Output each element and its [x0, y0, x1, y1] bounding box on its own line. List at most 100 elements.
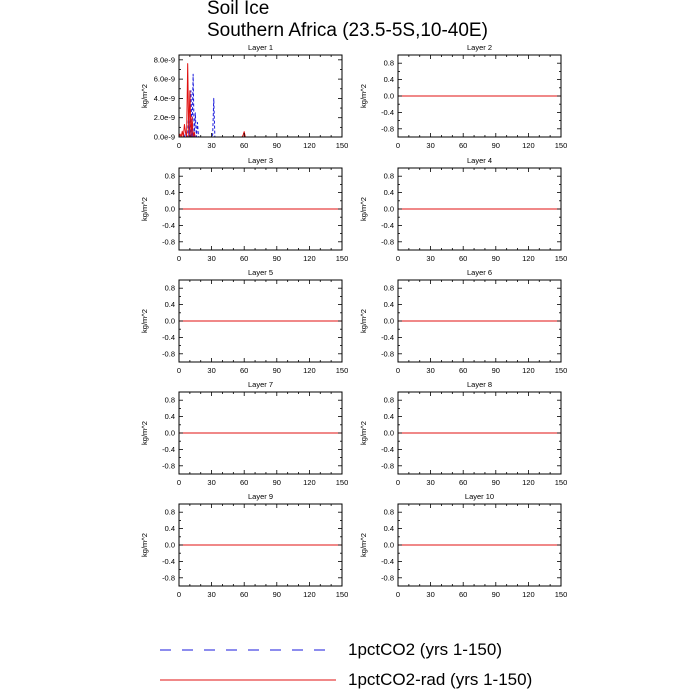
x-tick-label: 0 — [177, 366, 181, 375]
x-tick-label: 30 — [426, 141, 434, 150]
x-tick-label: 0 — [177, 590, 181, 599]
x-tick-label: 60 — [459, 254, 467, 263]
chart-panel-7: Layer 7 kg/m^2 0 30 60 90 120 150 -0.8 -0.4 0.0 0.4… — [140, 380, 348, 487]
legend-label: 1pctCO2 (yrs 1-150) — [348, 640, 502, 659]
y-tick-label: 0.4 — [384, 524, 394, 533]
panel-title: Layer 8 — [467, 380, 492, 389]
x-tick-label: 90 — [273, 478, 281, 487]
y-tick-label: -0.8 — [162, 461, 175, 470]
y-tick-label: 0.0 — [165, 429, 175, 438]
chart-panel-8: Layer 8 kg/m^2 0 30 60 90 120 150 -0.8 -0.4 0.0 0.4… — [359, 380, 567, 487]
x-tick-label: 150 — [555, 478, 568, 487]
y-tick-label: 0.8 — [384, 172, 394, 181]
legend-dashed-line — [160, 649, 336, 651]
x-tick-label: 0 — [177, 478, 181, 487]
panel-title: Layer 5 — [248, 268, 273, 277]
y-tick-label: -0.8 — [162, 237, 175, 246]
x-tick-label: 60 — [240, 478, 248, 487]
y-tick-label: -0.8 — [162, 573, 175, 582]
y-tick-label: -0.4 — [162, 221, 175, 230]
y-axis-label: kg/m^2 — [359, 197, 368, 221]
y-tick-label: 0.0 — [165, 205, 175, 214]
x-tick-label: 90 — [492, 590, 500, 599]
y-tick-label: 0.8 — [384, 396, 394, 405]
x-tick-label: 150 — [555, 366, 568, 375]
x-tick-label: 150 — [336, 590, 349, 599]
y-tick-label: 0.0 — [384, 205, 394, 214]
y-tick-label: -0.8 — [381, 461, 394, 470]
y-tick-label: 0.0 — [384, 429, 394, 438]
y-axis-label: kg/m^2 — [140, 421, 149, 445]
chart-panel-6: Layer 6 kg/m^2 0 30 60 90 120 150 -0.8 -0.4 0.0 0.4… — [359, 268, 567, 375]
y-tick-label: 0.0 — [165, 541, 175, 550]
x-tick-label: 60 — [459, 366, 467, 375]
panel-title: Layer 7 — [248, 380, 273, 389]
y-tick-label: 4.0e-9 — [154, 94, 175, 103]
x-tick-label: 60 — [459, 141, 467, 150]
y-axis-label: kg/m^2 — [140, 309, 149, 333]
x-tick-label: 90 — [492, 141, 500, 150]
y-tick-label: 0.4 — [384, 75, 394, 84]
legend-entry-1pctco2: 1pctCO2 (yrs 1-150) — [160, 638, 580, 662]
x-tick-label: 30 — [207, 141, 215, 150]
x-tick-label: 30 — [426, 590, 434, 599]
chart-panel-1: Layer 1 kg/m^2 0 30 60 90 120 150 0.0e-9 2.0e-9 4.… — [140, 43, 348, 150]
panel-title: Layer 10 — [465, 492, 494, 501]
y-tick-label: 8.0e-9 — [154, 55, 175, 64]
x-tick-label: 150 — [555, 141, 568, 150]
chart-panel-2: Layer 2 kg/m^2 0 30 60 90 120 150 -0.8 -0.4 0.0 0.4… — [359, 43, 567, 150]
x-tick-label: 120 — [522, 590, 535, 599]
y-axis-label: kg/m^2 — [359, 421, 368, 445]
x-tick-label: 30 — [207, 590, 215, 599]
legend-entry-1pctco2-rad: 1pctCO2-rad (yrs 1-150) — [160, 668, 580, 692]
x-tick-label: 30 — [426, 366, 434, 375]
legend-solid-line — [160, 679, 336, 681]
y-tick-label: 0.8 — [384, 508, 394, 517]
x-tick-label: 30 — [207, 254, 215, 263]
title-line-2: Southern Africa (23.5-5S,10-40E) — [207, 20, 488, 41]
x-tick-label: 30 — [426, 254, 434, 263]
y-tick-label: -0.8 — [381, 349, 394, 358]
x-tick-label: 30 — [426, 478, 434, 487]
x-tick-label: 90 — [273, 590, 281, 599]
x-tick-label: 90 — [492, 254, 500, 263]
panel-title: Layer 9 — [248, 492, 273, 501]
y-tick-label: 0.4 — [165, 524, 175, 533]
panel-title: Layer 1 — [248, 43, 273, 52]
panel-title: Layer 3 — [248, 156, 273, 165]
y-tick-label: 0.0 — [384, 541, 394, 550]
x-tick-label: 120 — [303, 478, 316, 487]
y-tick-label: -0.8 — [162, 349, 175, 358]
chart-panel-9: Layer 9 kg/m^2 0 30 60 90 120 150 -0.8 -0.4 0.0 0.4… — [140, 492, 348, 599]
y-tick-label: -0.4 — [162, 557, 175, 566]
chart-panel-10: Layer 10 kg/m^2 0 30 60 90 120 150 -0.8 -0.4 0.0 0.… — [359, 492, 567, 599]
x-tick-label: 120 — [522, 141, 535, 150]
y-tick-label: 0.4 — [165, 300, 175, 309]
panel-title: Layer 4 — [467, 156, 492, 165]
x-tick-label: 120 — [303, 141, 316, 150]
y-tick-label: 0.0e-9 — [154, 133, 175, 142]
x-tick-label: 120 — [303, 366, 316, 375]
x-tick-label: 150 — [555, 590, 568, 599]
y-tick-label: -0.4 — [162, 333, 175, 342]
x-tick-label: 90 — [273, 254, 281, 263]
x-tick-label: 90 — [492, 478, 500, 487]
y-tick-label: -0.4 — [381, 557, 394, 566]
y-tick-label: -0.4 — [381, 333, 394, 342]
x-tick-label: 60 — [240, 141, 248, 150]
chart-panel-4: Layer 4 kg/m^2 0 30 60 90 120 150 -0.8 -0.4 0.0 0.4… — [359, 156, 567, 263]
x-tick-label: 150 — [336, 478, 349, 487]
y-tick-label: -0.8 — [381, 237, 394, 246]
x-tick-label: 150 — [336, 366, 349, 375]
panel-title: Layer 2 — [467, 43, 492, 52]
x-tick-label: 0 — [396, 254, 400, 263]
x-tick-label: 0 — [396, 590, 400, 599]
x-tick-label: 0 — [396, 366, 400, 375]
y-tick-label: 0.0 — [384, 92, 394, 101]
y-tick-label: 0.4 — [165, 412, 175, 421]
y-tick-label: 0.4 — [384, 300, 394, 309]
figure-title: Soil Ice Southern Africa (23.5-5S,10-40E… — [207, 0, 488, 42]
y-tick-label: -0.4 — [381, 445, 394, 454]
series-1pctco2-rad-line — [178, 63, 342, 138]
x-tick-label: 0 — [396, 478, 400, 487]
